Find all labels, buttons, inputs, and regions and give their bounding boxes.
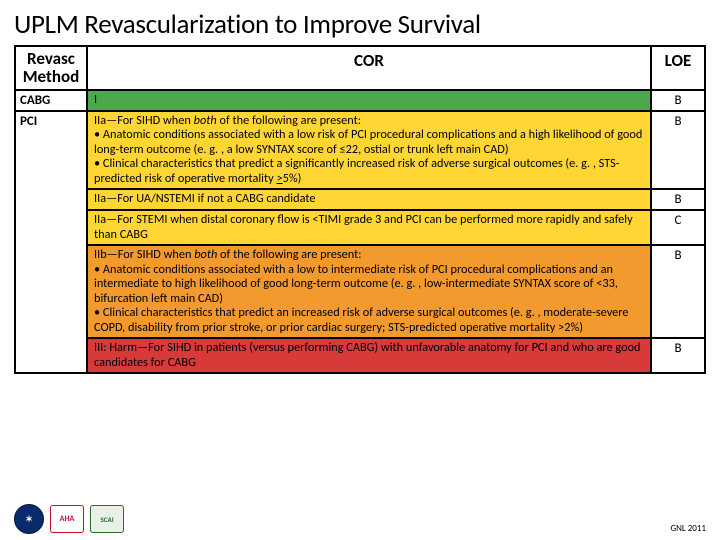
loe-cell: B (651, 189, 705, 210)
cor-cell: I (87, 90, 651, 111)
loe-cell: B (651, 90, 705, 111)
cor-cell: IIb—For SIHD when both of the following … (87, 245, 651, 338)
table-row: PCIIIa—For SIHD when both of the followi… (15, 111, 705, 190)
loe-cell: B (651, 338, 705, 373)
table-row: III: Harm—For SIHD in patients (versus p… (15, 338, 705, 373)
header-loe: LOE (651, 46, 705, 90)
cor-cell: IIa—For STEMI when distal coronary flow … (87, 210, 651, 245)
aha-logo-icon: AHA (50, 505, 84, 533)
cor-cell: IIa—For UA/NSTEMI if not a CABG candidat… (87, 189, 651, 210)
header-cor: COR (87, 46, 651, 90)
loe-cell: C (651, 210, 705, 245)
loe-cell: B (651, 245, 705, 338)
page-title: UPLM Revascularization to Improve Surviv… (14, 8, 706, 41)
slide: UPLM Revascularization to Improve Surviv… (0, 0, 720, 540)
citation: GNL 2011 (670, 523, 706, 534)
recommendation-table: Revasc Method COR LOE CABGIBPCIIIa—For S… (14, 45, 706, 374)
header-method: Revasc Method (15, 46, 87, 90)
footer: ✶ AHA SCAI GNL 2011 (14, 504, 706, 534)
table-row: IIb—For SIHD when both of the following … (15, 245, 705, 338)
method-cell: PCI (15, 111, 87, 374)
logo-row: ✶ AHA SCAI (14, 504, 124, 534)
method-cell: CABG (15, 90, 87, 111)
cor-cell: IIa—For SIHD when both of the following … (87, 111, 651, 190)
table-row: IIa—For UA/NSTEMI if not a CABG candidat… (15, 189, 705, 210)
acc-logo-icon: ✶ (14, 504, 44, 534)
scai-logo-icon: SCAI (90, 505, 124, 533)
table-row: IIa—For STEMI when distal coronary flow … (15, 210, 705, 245)
table-row: CABGIB (15, 90, 705, 111)
loe-cell: B (651, 111, 705, 190)
cor-cell: III: Harm—For SIHD in patients (versus p… (87, 338, 651, 373)
